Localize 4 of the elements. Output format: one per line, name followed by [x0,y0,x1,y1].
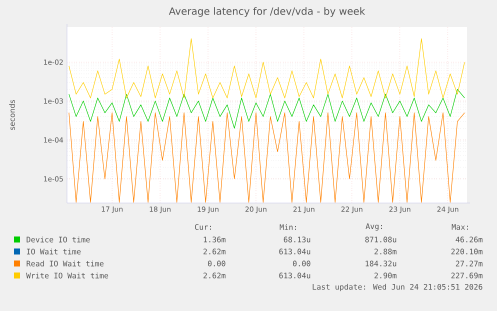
line-series [68,89,465,129]
line-series [68,38,465,98]
line-series [68,112,465,203]
chart-title: Average latency for /dev/vda - by week [168,7,366,17]
